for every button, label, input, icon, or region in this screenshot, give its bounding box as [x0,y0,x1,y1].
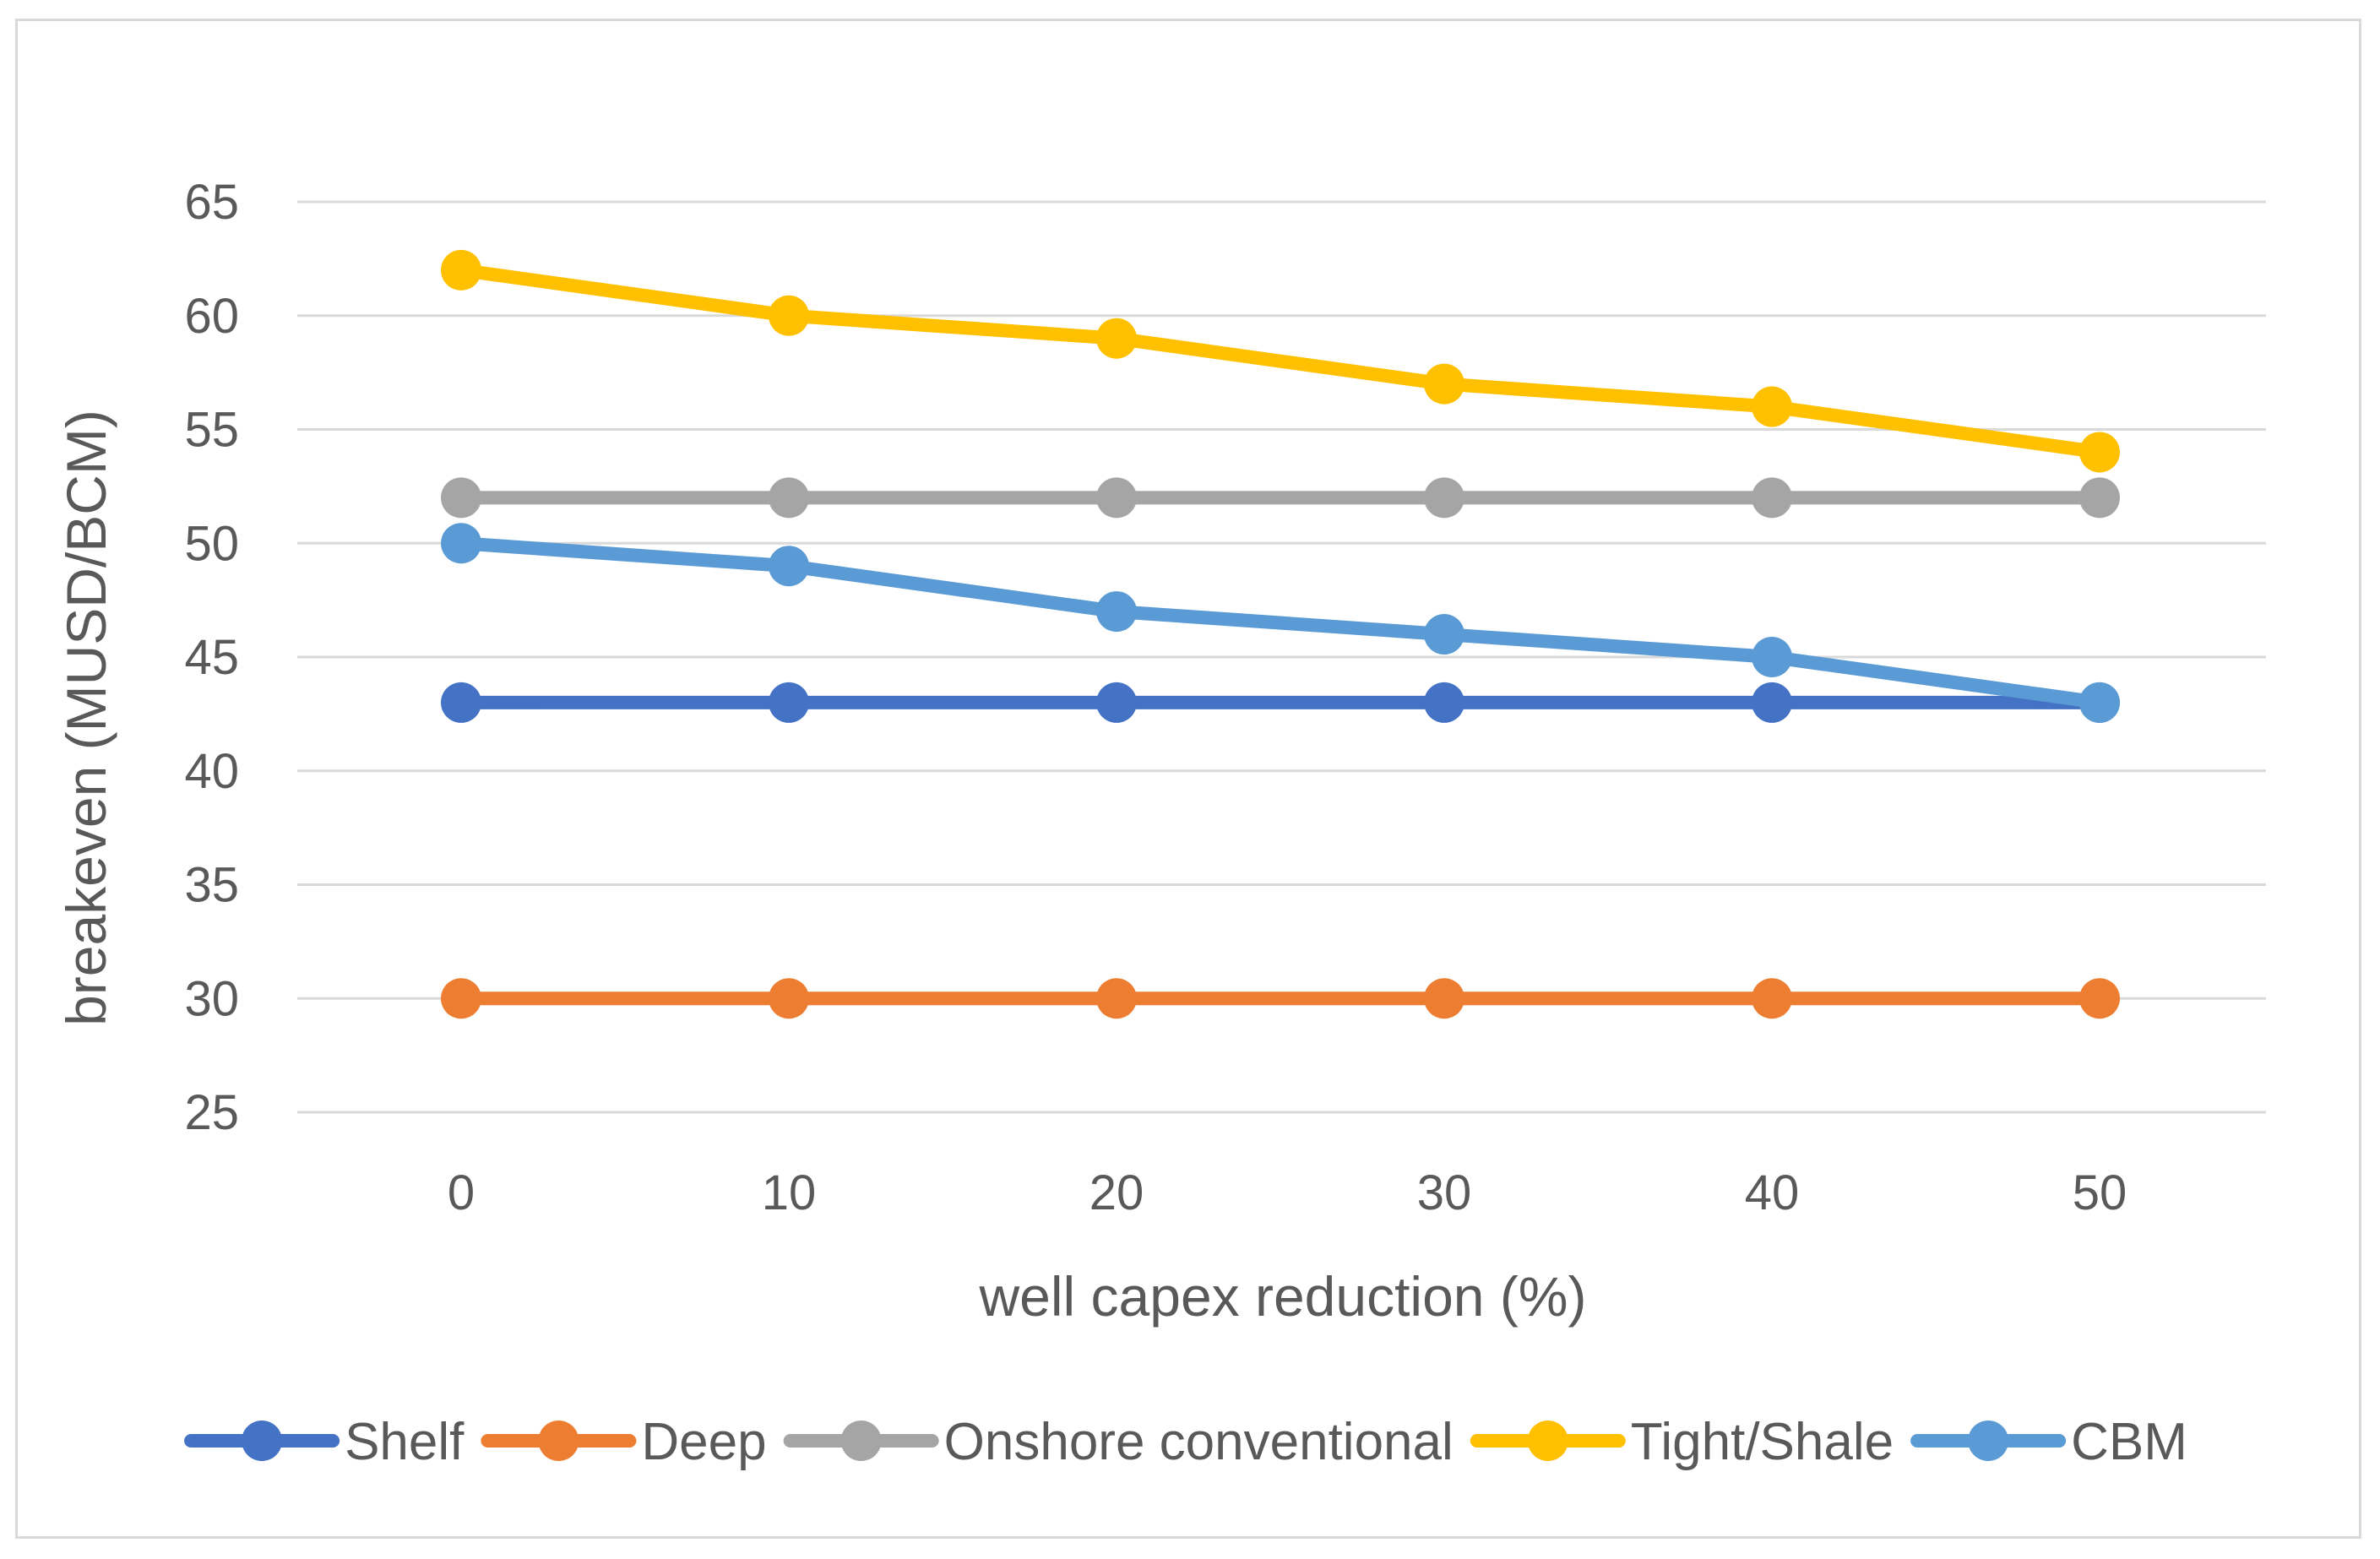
x-tick-label: 10 [762,1165,817,1220]
data-point [769,477,809,519]
series-deep [441,978,2120,1019]
x-tick-label: 40 [1745,1165,1800,1220]
x-tick-label: 30 [1417,1165,1472,1220]
gridlines [297,200,2266,1114]
data-point [1752,386,1792,427]
y-tick-label: 35 [184,858,239,913]
series-shelf [441,682,2120,723]
data-point [1424,614,1464,655]
series-cbm [441,523,2120,723]
y-tick-label: 30 [184,971,239,1026]
series-layer [441,249,2120,1019]
data-point [1424,363,1464,405]
y-tick-label: 40 [184,744,239,799]
legend-item: Tight/Shale [1470,1413,1894,1471]
data-point [1752,978,1792,1019]
data-point [441,978,481,1019]
y-tick-label: 65 [184,175,239,230]
data-point [1096,591,1137,633]
data-point [1096,682,1137,723]
data-point [2079,978,2120,1019]
x-tick-label: 0 [448,1165,475,1220]
y-tick-label: 60 [184,289,239,344]
data-point [2079,477,2120,519]
x-axis-ticks: 0 10 20 30 40 50 [448,1165,2127,1220]
y-tick-label: 55 [184,403,239,458]
data-point [1424,978,1464,1019]
legend-swatch-marker [242,1420,283,1461]
legend-label: Shelf [345,1413,465,1471]
series-line [454,263,2106,459]
data-point [441,249,481,291]
series-line [454,536,2106,709]
legend-item: Shelf [184,1413,465,1471]
data-point [1424,682,1464,723]
y-tick-label: 45 [184,630,239,685]
y-tick-label: 25 [184,1085,239,1140]
legend-label: Tight/Shale [1631,1413,1894,1471]
legend: Shelf Deep Onshore conventional Tight/Shale… [184,1413,2187,1471]
data-point [1096,978,1137,1019]
legend-item: Deep [481,1413,767,1471]
x-axis-title: well capex reduction (%) [979,1265,1587,1328]
data-point [1096,477,1137,519]
y-axis-ticks: 25 30 35 40 45 50 55 60 65 [184,175,239,1140]
data-point [2079,432,2120,473]
data-point [441,523,481,564]
legend-swatch-marker [538,1420,579,1461]
data-point [1752,637,1792,677]
x-tick-label: 20 [1089,1165,1144,1220]
legend-swatch-marker [1527,1420,1568,1461]
data-point [769,978,809,1019]
data-point [769,682,809,723]
legend-swatch-marker [840,1420,882,1461]
data-point [441,477,481,519]
series-tight-shale [441,249,2120,473]
data-point [1752,682,1792,723]
legend-swatch-marker [1968,1420,2009,1461]
legend-item: CBM [1910,1413,2187,1471]
x-tick-label: 50 [2073,1165,2127,1220]
y-axis-title: breakeven (MUSD/BCM) [55,410,117,1026]
data-point [2079,682,2120,723]
data-point [1424,477,1464,519]
data-point [441,682,481,723]
data-point [769,546,809,587]
legend-label: CBM [2071,1413,2187,1471]
data-point [1096,318,1137,359]
y-tick-label: 50 [184,516,239,571]
legend-label: Deep [641,1413,766,1471]
legend-item: Onshore conventional [783,1413,1454,1471]
data-point [1752,477,1792,519]
data-point [769,295,809,336]
legend-label: Onshore conventional [944,1413,1454,1471]
chart-frame [15,19,2361,1539]
series-onshore-conventional [441,477,2120,519]
